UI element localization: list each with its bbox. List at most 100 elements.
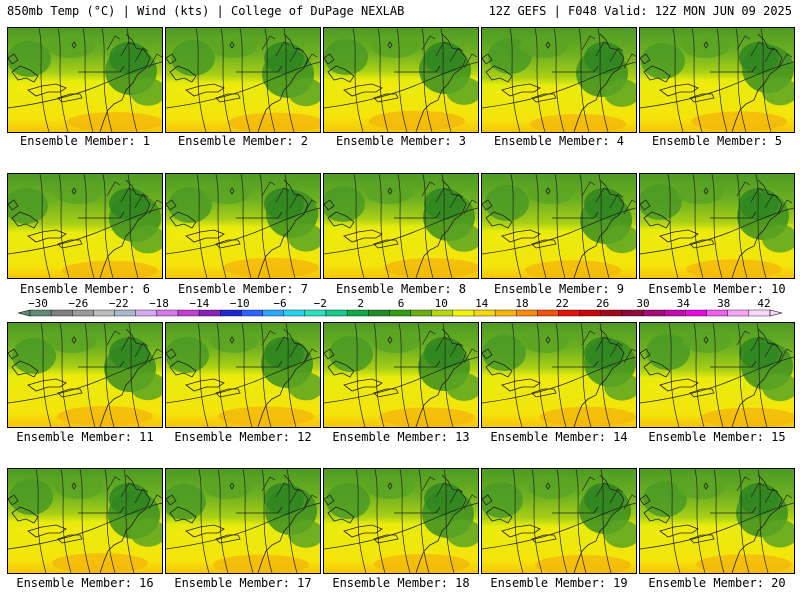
wind-barb (106, 330, 121, 346)
great-lakes (324, 53, 335, 65)
island-marker (703, 187, 709, 195)
wind-barb (595, 482, 610, 498)
cool-anomaly (527, 180, 575, 204)
wind-barb (303, 494, 318, 510)
height-contour (40, 323, 52, 427)
ensemble-member-map (7, 468, 163, 574)
height-contour (166, 502, 320, 550)
member-number: 7 (293, 282, 309, 296)
height-contour (217, 469, 229, 573)
cool-anomaly (604, 79, 636, 107)
height-contour (324, 356, 478, 404)
member-label: Ensemble Member: (174, 430, 290, 444)
cool-anomaly (324, 39, 368, 75)
cool-anomaly (762, 373, 794, 402)
warm-anomaly (535, 555, 631, 573)
island-marker (387, 482, 393, 490)
ensemble-member-map (323, 468, 479, 574)
country-border (236, 360, 283, 368)
colorbar-swatch (579, 309, 602, 317)
height-contour (261, 469, 273, 573)
height-contour (672, 28, 684, 132)
wind-barb (750, 336, 765, 352)
great-lakes (215, 534, 241, 544)
coastline (573, 179, 625, 278)
colorbar-swatch (431, 309, 454, 317)
height-contour (598, 174, 610, 278)
height-contour (166, 207, 320, 255)
wind-barb (623, 199, 636, 215)
country-border (78, 360, 125, 368)
warm-anomaly (701, 407, 794, 427)
wind-barb (623, 53, 636, 69)
island-marker (703, 336, 709, 344)
member-label: Ensemble Member: (648, 282, 764, 296)
cool-anomaly (424, 337, 464, 369)
country-border (710, 211, 757, 219)
cool-anomaly (8, 188, 48, 224)
height-contour (259, 174, 271, 278)
cool-anomaly (48, 329, 96, 353)
coastline (415, 33, 467, 132)
height-contour (241, 323, 253, 427)
wind-barb (595, 41, 610, 57)
island-marker (545, 187, 551, 195)
member-number: 16 (131, 576, 154, 590)
ensemble-member-caption: Ensemble Member: 18 (321, 576, 481, 590)
ensemble-member-caption: Ensemble Member: 19 (479, 576, 639, 590)
cool-anomaly (528, 475, 576, 499)
colorbar-tick-label: −26 (68, 297, 88, 310)
ensemble-member-map (639, 468, 795, 574)
colorbar-tick-label: 38 (717, 297, 730, 310)
height-contour (220, 28, 232, 132)
member-number: 5 (767, 134, 783, 148)
colorbar-tick-label: −6 (273, 297, 286, 310)
ensemble-member-caption: Ensemble Member: 4 (479, 134, 639, 148)
country-border (236, 506, 283, 514)
wind-barb (275, 187, 290, 203)
height-contour (399, 469, 411, 573)
colorbar-swatch (220, 309, 242, 317)
colorbar-tick-label: 42 (757, 297, 770, 310)
ensemble-member-map (323, 27, 479, 133)
member-label: Ensemble Member: (19, 282, 136, 296)
cool-anomaly (264, 483, 304, 515)
height-contour (398, 323, 410, 427)
height-contour (553, 28, 565, 132)
great-lakes (324, 199, 335, 211)
cool-anomaly (446, 373, 478, 401)
height-contour (103, 323, 115, 427)
member-number: 18 (447, 576, 470, 590)
height-contour (355, 469, 367, 573)
island-marker (229, 336, 235, 344)
cool-anomaly (55, 475, 103, 499)
cool-anomaly (9, 479, 53, 515)
warm-anomaly (62, 260, 158, 278)
great-lakes (659, 524, 699, 538)
wind-barb (764, 47, 779, 63)
ensemble-member-caption: Ensemble Member: 3 (321, 134, 481, 148)
great-lakes (482, 348, 493, 360)
member-label: Ensemble Member: (332, 576, 448, 590)
wind-barb (435, 482, 450, 498)
great-lakes (166, 494, 177, 506)
colorbar-swatch (198, 309, 221, 317)
colorbar-swatch (642, 309, 665, 317)
member-label: Ensemble Member: (493, 134, 610, 148)
height-contour (554, 174, 566, 278)
country-border (394, 506, 441, 514)
wind-barb (303, 199, 318, 215)
country-border (78, 65, 125, 73)
member-label: Ensemble Member: (493, 282, 610, 296)
great-lakes (166, 348, 177, 360)
great-lakes (343, 378, 383, 392)
great-lakes (27, 229, 67, 243)
great-lakes (640, 199, 651, 211)
wind-barb (463, 53, 478, 69)
height-contour (82, 28, 94, 132)
height-contour (536, 323, 548, 427)
colorbar-swatch (516, 309, 538, 317)
great-lakes (327, 506, 355, 524)
member-number: 13 (447, 430, 470, 444)
great-lakes (8, 494, 19, 506)
